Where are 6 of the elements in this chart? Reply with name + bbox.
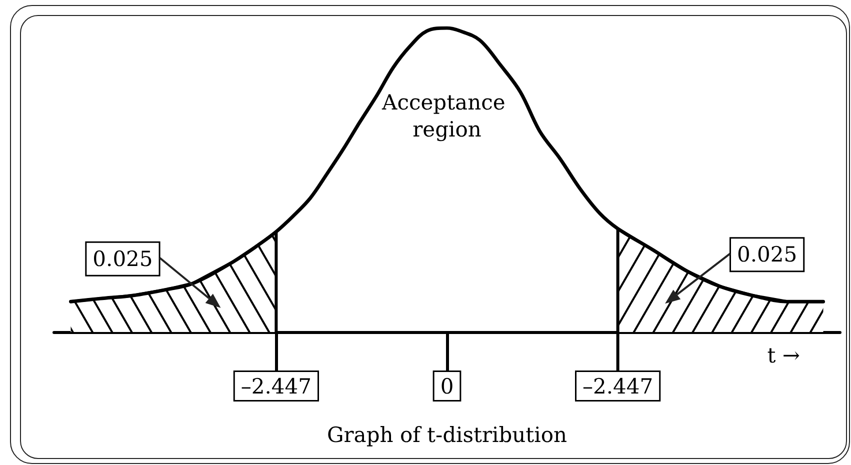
- x-tick-label: 0: [440, 374, 454, 398]
- annotation: Acceptance region: [381, 90, 512, 142]
- annotation: 0.025: [92, 246, 153, 271]
- annotation: 0.025: [737, 242, 798, 267]
- x-axis-title: t →: [767, 344, 800, 368]
- text: Graph of t-distribution: [326, 423, 568, 447]
